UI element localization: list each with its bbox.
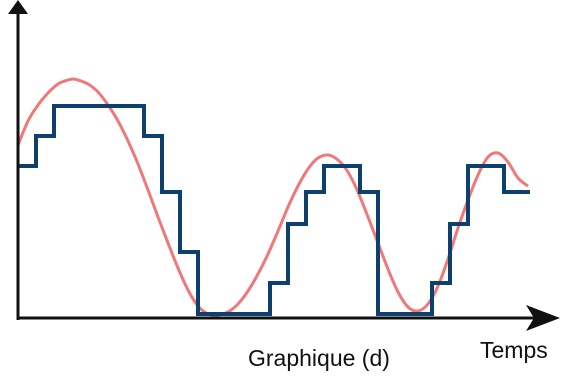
plot-area xyxy=(16,77,530,317)
chart-caption: Graphique (d) xyxy=(248,345,390,371)
series-step-line xyxy=(18,104,530,316)
x-axis-label: Temps xyxy=(480,337,548,363)
series-smooth-line xyxy=(16,77,529,317)
x-axis-arrowhead xyxy=(526,305,560,331)
y-axis-arrowhead xyxy=(8,0,28,14)
axes xyxy=(8,0,560,331)
